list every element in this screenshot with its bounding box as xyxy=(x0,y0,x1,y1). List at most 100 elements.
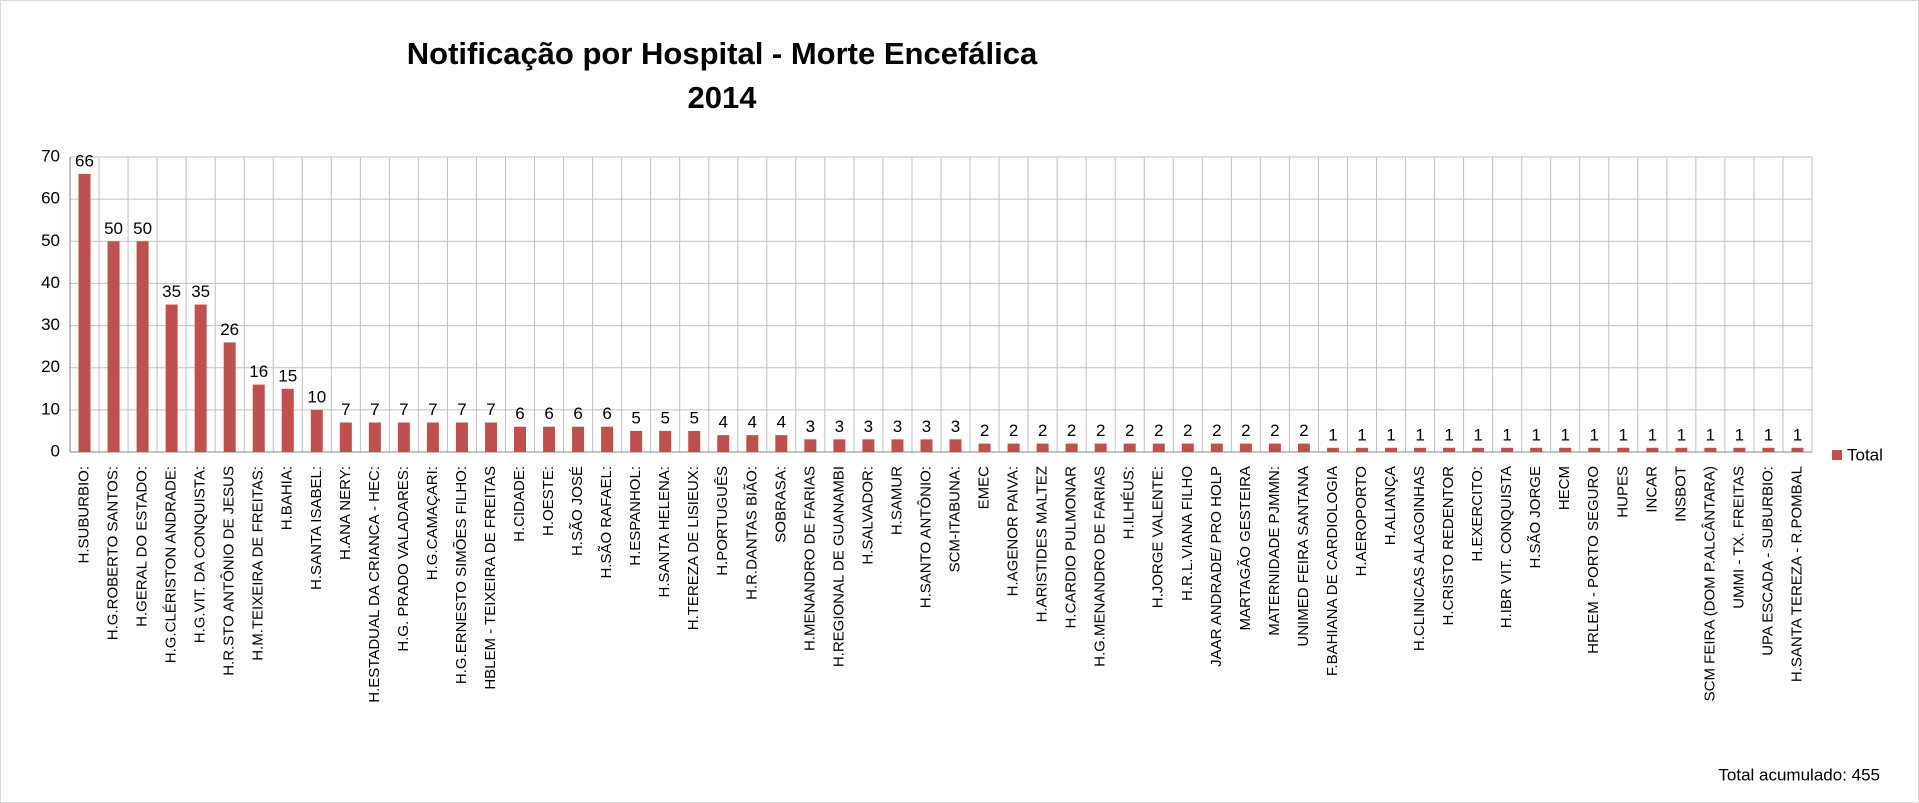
x-tick-label: H.AGENOR PAIVA: xyxy=(1005,466,1022,596)
bar xyxy=(572,426,585,452)
data-label: 1 xyxy=(1735,425,1744,444)
x-tick-label: H.TEREZA DE LISIEUX: xyxy=(685,466,702,630)
bar xyxy=(1588,447,1601,452)
x-tick-label: HUPES xyxy=(1614,466,1631,518)
y-tick-label: 10 xyxy=(41,399,60,418)
x-tick-label: F.BAHIANA DE CARDIOLOGIA xyxy=(1324,466,1341,676)
x-tick-label: H.IBR VIT. CONQUISTA xyxy=(1498,466,1515,628)
data-label: 2 xyxy=(1038,421,1047,440)
data-label: 2 xyxy=(1067,421,1076,440)
x-tick-label: H.G.ROBERTO SANTOS: xyxy=(105,466,122,640)
bar xyxy=(833,439,846,452)
x-tick-label: H.ALIANÇA xyxy=(1382,466,1399,545)
bar xyxy=(1326,447,1339,452)
data-label: 3 xyxy=(922,417,931,436)
x-tick-label: H.SANTO ANTÔNIO: xyxy=(917,466,934,608)
y-tick-label: 40 xyxy=(41,273,60,292)
x-tick-label: H.G. PRADO VALADARES: xyxy=(395,466,412,652)
bar xyxy=(339,422,352,452)
bar xyxy=(107,241,120,452)
data-label: 1 xyxy=(1619,425,1628,444)
bar xyxy=(281,388,294,452)
data-label: 6 xyxy=(544,404,553,423)
data-label: 7 xyxy=(341,400,350,419)
data-label: 1 xyxy=(1328,425,1337,444)
bar xyxy=(775,435,788,452)
bar xyxy=(978,443,991,452)
bar xyxy=(1501,447,1514,452)
data-label: 3 xyxy=(806,417,815,436)
data-label: 1 xyxy=(1444,425,1453,444)
x-tick-label: MATERNIDADE PJMMN: xyxy=(1266,466,1283,636)
x-tick-label: H.AEROPORTO xyxy=(1353,466,1370,576)
x-tick-label: H.M.TEIXEIRA DE FREITAS: xyxy=(250,466,267,661)
bar xyxy=(1704,447,1717,452)
y-tick-label: 0 xyxy=(51,441,60,460)
x-tick-label: SOBRASA: xyxy=(772,466,789,543)
bar xyxy=(455,422,468,452)
data-label: 1 xyxy=(1648,425,1657,444)
data-label: 1 xyxy=(1357,425,1366,444)
x-tick-label: H.CARDIO PULMONAR xyxy=(1063,466,1080,629)
x-tick-label: INCAR xyxy=(1643,466,1660,513)
data-label: 5 xyxy=(660,408,669,427)
bar xyxy=(484,422,497,452)
data-label: 66 xyxy=(75,151,94,170)
x-tick-label: H.CIDADE: xyxy=(511,466,528,542)
bar xyxy=(1559,447,1572,452)
data-label: 1 xyxy=(1386,425,1395,444)
x-tick-label: HRLEM - PORTO SEGURO xyxy=(1585,466,1602,654)
bar xyxy=(1181,443,1194,452)
data-label: 1 xyxy=(1677,425,1686,444)
y-tick-label: 50 xyxy=(41,231,60,250)
bar xyxy=(1646,447,1659,452)
data-label: 4 xyxy=(719,413,728,432)
data-label: 1 xyxy=(1560,425,1569,444)
x-tick-label: H.ILHÉUS: xyxy=(1121,466,1138,539)
bar xyxy=(1762,447,1775,452)
data-label: 3 xyxy=(864,417,873,436)
data-label: 2 xyxy=(1299,421,1308,440)
bar xyxy=(1472,447,1485,452)
bar xyxy=(252,384,265,452)
x-tick-label: H.R.DANTAS BIÃO: xyxy=(743,466,760,600)
bar xyxy=(78,173,91,452)
x-tick-label: H.G.CLÉRISTON ANDRADE: xyxy=(163,466,180,663)
x-tick-label: H.PORTUGUÊS xyxy=(714,466,731,576)
x-tick-label: H.G.ERNESTO SIMÕES FILHO: xyxy=(453,466,470,684)
bar xyxy=(136,241,149,452)
x-tick-label: H.SÃO JORGE xyxy=(1527,466,1544,569)
data-label: 2 xyxy=(1241,421,1250,440)
x-tick-label: H.ESPANHOL: xyxy=(627,466,644,566)
data-label: 2 xyxy=(1125,421,1134,440)
bar xyxy=(1355,447,1368,452)
bar xyxy=(1675,447,1688,452)
data-label: 7 xyxy=(486,400,495,419)
data-label: 7 xyxy=(370,400,379,419)
data-label: 4 xyxy=(777,413,786,432)
x-tick-label: H.R.L.VIANA FILHO xyxy=(1179,466,1196,601)
bar xyxy=(368,422,381,452)
x-tick-label: H.MENANDRO DE FARIAS xyxy=(801,466,818,651)
data-label: 4 xyxy=(748,413,757,432)
bar xyxy=(1530,447,1543,452)
x-tick-label: H.G.CAMAÇARI: xyxy=(424,466,441,580)
bar xyxy=(1385,447,1398,452)
bar xyxy=(1239,443,1252,452)
bar xyxy=(1414,447,1427,452)
x-tick-label: H.CLINICAS ALAGOINHAS xyxy=(1411,466,1428,651)
x-tick-label: H.R.STO ANTÔNIO DE JESUS xyxy=(221,466,238,676)
bar xyxy=(426,422,439,452)
data-label: 6 xyxy=(602,404,611,423)
data-label: 2 xyxy=(1096,421,1105,440)
bar xyxy=(397,422,410,452)
data-label: 6 xyxy=(515,404,524,423)
bar xyxy=(746,435,759,452)
data-label: 16 xyxy=(249,362,268,381)
y-tick-label: 30 xyxy=(41,315,60,334)
data-label: 1 xyxy=(1473,425,1482,444)
chart-subtitle: 2014 xyxy=(688,80,758,115)
x-tick-label: UNIMED FEIRA SANTANA xyxy=(1295,466,1312,647)
data-label: 3 xyxy=(835,417,844,436)
